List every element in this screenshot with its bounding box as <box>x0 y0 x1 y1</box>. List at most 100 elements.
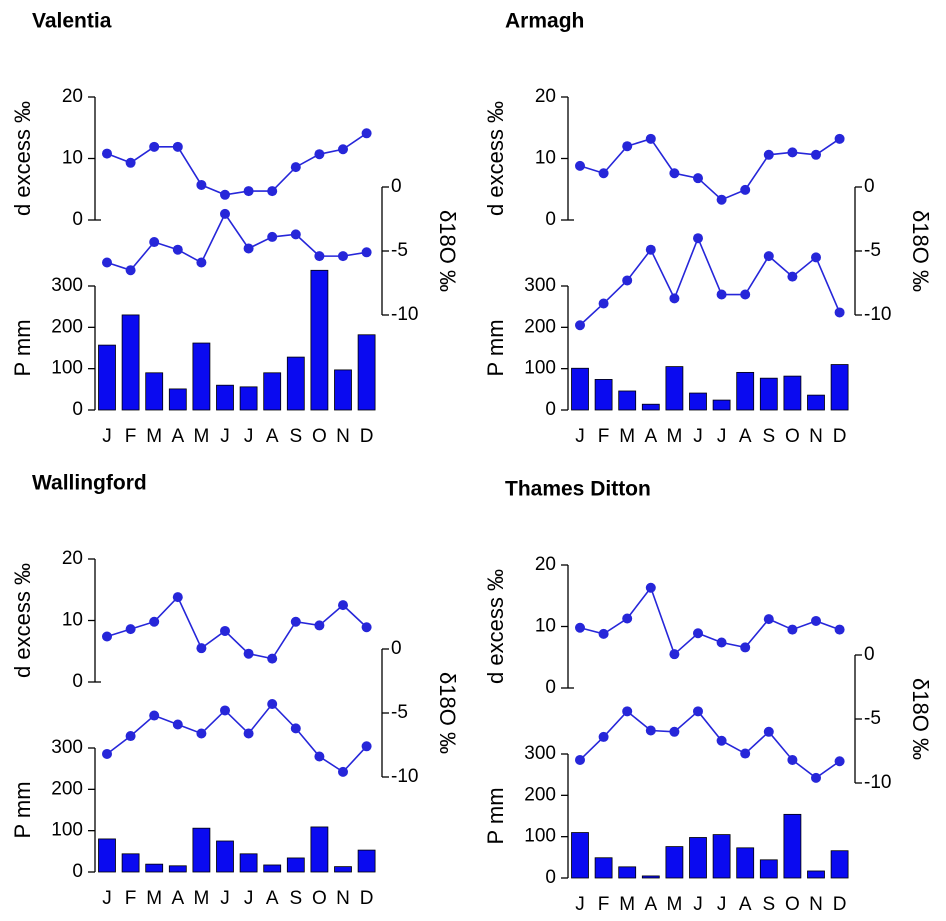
panel-title: Valentia <box>32 10 112 33</box>
marker <box>220 189 230 200</box>
marker <box>834 307 845 318</box>
x-tick-label: N <box>336 426 350 447</box>
bar <box>665 366 684 411</box>
marker <box>220 705 230 716</box>
marker <box>267 186 278 197</box>
y-tick-label: 0 <box>72 671 83 692</box>
marker <box>763 251 774 262</box>
bar <box>310 826 329 873</box>
y2-tick-label: 0 <box>864 644 875 665</box>
marker <box>149 710 160 721</box>
marker <box>645 133 656 144</box>
y-axis-label: d excess ‰ <box>10 563 35 678</box>
bar <box>98 838 116 873</box>
bar <box>594 379 613 411</box>
marker <box>834 756 845 767</box>
x-tick-label: A <box>171 426 184 447</box>
marker <box>575 320 585 331</box>
x-tick-label: A <box>266 426 279 447</box>
marker <box>125 157 136 168</box>
y-tick-label: 0 <box>72 209 83 230</box>
y-tick-label: 200 <box>51 778 83 799</box>
marker <box>314 620 325 631</box>
x-tick-label: O <box>312 426 327 447</box>
x-tick-label: J <box>717 426 727 447</box>
marker <box>811 252 821 263</box>
marker <box>645 725 656 736</box>
x-tick-label: D <box>833 426 847 447</box>
marker <box>693 628 703 639</box>
x-tick-label: N <box>336 888 350 909</box>
y2-tick-label: -10 <box>864 772 891 793</box>
line <box>106 132 368 196</box>
x-tick-label: M <box>193 426 209 447</box>
marker <box>361 247 372 258</box>
marker <box>716 194 727 205</box>
y-tick-label: 20 <box>535 86 556 107</box>
y-tick-label: 20 <box>62 86 83 107</box>
bar <box>121 314 140 411</box>
y2-tick-label: -5 <box>864 240 881 261</box>
x-tick-label: F <box>125 888 137 909</box>
y2-tick-label: 0 <box>391 638 402 659</box>
bar <box>783 375 802 411</box>
bar <box>168 388 187 411</box>
marker <box>834 624 845 635</box>
bar <box>759 377 778 411</box>
y2-axis-label: δ18O ‰ <box>435 210 460 292</box>
y-axis-label: d excess ‰ <box>483 569 508 684</box>
marker <box>763 614 774 625</box>
x-tick-label: J <box>693 426 703 447</box>
x-tick-label: D <box>360 888 374 909</box>
marker <box>290 162 301 173</box>
marker <box>290 616 301 627</box>
x-tick-label: O <box>785 426 800 447</box>
marker <box>314 251 325 262</box>
y-tick-label: 300 <box>524 743 556 764</box>
y-tick-label: 10 <box>62 148 83 169</box>
y3-axis-label: P mm <box>483 787 508 844</box>
marker <box>314 751 325 762</box>
marker <box>172 719 183 730</box>
y-tick-label: 10 <box>535 616 556 637</box>
line <box>579 710 841 779</box>
marker <box>102 631 112 642</box>
marker <box>361 741 372 752</box>
marker <box>598 298 609 309</box>
bar <box>571 832 589 879</box>
bar <box>239 386 258 411</box>
line <box>106 595 368 660</box>
panel-title: Thames Ditton <box>505 478 651 501</box>
marker <box>243 728 254 739</box>
x-tick-label: J <box>102 426 112 447</box>
y-tick-label: 300 <box>51 275 83 296</box>
x-tick-label: D <box>833 894 847 915</box>
y-tick-label: 200 <box>524 784 556 805</box>
bar <box>807 870 825 879</box>
marker <box>267 653 278 664</box>
bar <box>712 834 731 879</box>
y-axis-label: d excess ‰ <box>10 101 35 216</box>
x-tick-label: N <box>809 894 823 915</box>
y2-tick-label: -5 <box>864 708 881 729</box>
marker <box>172 141 183 152</box>
marker <box>598 731 609 742</box>
x-tick-label: J <box>575 894 585 915</box>
marker <box>361 128 372 139</box>
y-tick-label: 100 <box>524 358 556 379</box>
y2-tick-label: 0 <box>864 176 875 197</box>
marker <box>220 208 230 219</box>
bar <box>286 356 305 411</box>
marker <box>314 149 325 160</box>
x-tick-label: F <box>598 426 610 447</box>
bar <box>263 864 282 873</box>
y2-tick-label: -5 <box>391 702 408 723</box>
marker <box>716 289 727 300</box>
marker <box>243 186 254 197</box>
x-tick-label: M <box>619 894 635 915</box>
marker <box>290 723 301 734</box>
marker <box>787 754 798 765</box>
